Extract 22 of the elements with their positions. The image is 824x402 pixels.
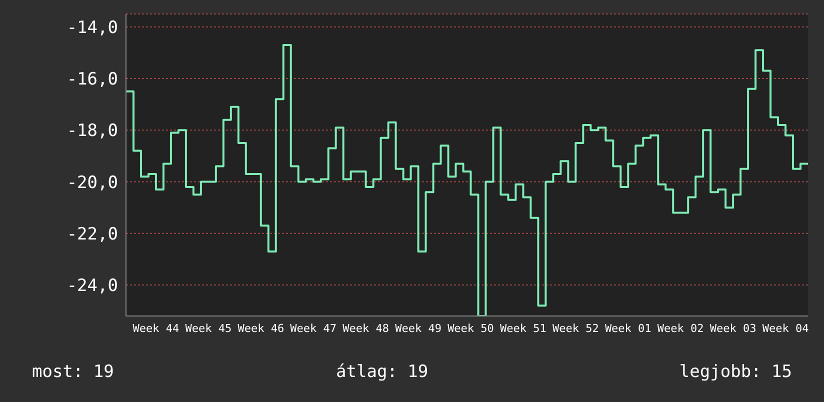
y-tick-label: -20,0: [66, 172, 118, 193]
text: legjobb: 15: [679, 362, 792, 382]
x-tick-label: Week 02: [657, 322, 704, 335]
x-tick-label: Week 52: [552, 322, 599, 335]
y-tick-label: -22,0: [66, 224, 118, 244]
x-tick-label: Week 04: [762, 322, 810, 335]
x-tick-label: Week 47: [290, 322, 337, 335]
y-tick-label: -24,0: [66, 276, 118, 296]
x-tick-label: Week 50: [448, 322, 494, 335]
y-tick-label: -14,0: [66, 18, 118, 38]
x-tick-label: Week 03: [710, 322, 756, 335]
x-tick-label: Week 45: [185, 322, 232, 335]
x-tick-label: Week 48: [342, 322, 390, 335]
text: most: 19: [32, 362, 114, 382]
x-tick-label: Week 51: [500, 322, 546, 335]
x-tick-label: Week 49: [395, 322, 442, 335]
y-tick-label: -16,0: [66, 70, 118, 90]
text: átlag: 19: [336, 362, 428, 382]
y-tick-label: -18,0: [66, 121, 118, 142]
x-tick-label: Week 46: [238, 322, 284, 335]
x-tick-label: Week 44: [132, 322, 180, 335]
x-tick-label: Week 01: [604, 322, 652, 335]
